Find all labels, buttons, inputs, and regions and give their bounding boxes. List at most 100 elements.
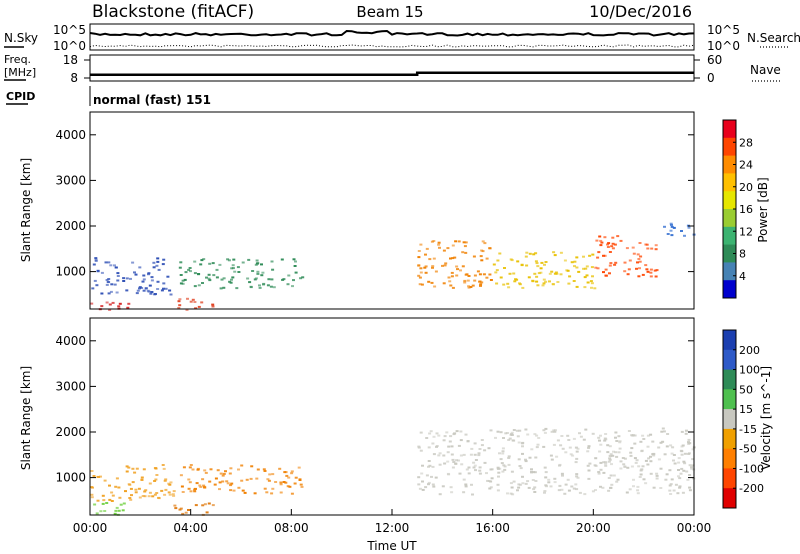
echo-cell [619,460,623,463]
echo-cell [630,434,634,437]
echo-cell [96,499,100,502]
echo-cell [204,471,208,474]
echo-cell [649,275,653,278]
echo-cell [441,264,444,267]
echo-cell [214,477,218,480]
echo-cell [636,489,640,492]
echo-cell [425,437,429,439]
colorbar-swatch [723,369,736,390]
echo-cell [515,278,519,281]
echo-cell [301,276,305,279]
echo-cell [138,496,142,499]
echo-cell [226,258,230,261]
echo-cell [104,261,108,264]
echo-cell [615,480,619,483]
echo-cell [559,444,563,447]
echo-cell [291,285,294,288]
echo-cell [480,259,484,262]
echo-cell [111,301,115,304]
echo-cell [531,479,535,481]
echo-cell [638,476,642,478]
xtick-label: 00:00 [73,521,108,535]
frequency-panel: 18 8 60 0 Freq. [MHz] Nave [4,53,781,85]
echo-cell [614,261,618,264]
echo-cell [677,457,681,460]
echo-cell [446,247,450,250]
echo-cell [299,277,303,280]
echo-cell [115,477,119,480]
echo-cell [500,462,504,465]
echo-cell [637,465,641,468]
echo-cell [431,265,435,268]
echo-cell [485,472,488,475]
colorbar-tick-label: 4 [739,270,746,283]
noise-sky-label: N.Sky [4,31,38,45]
echo-cell [110,500,114,502]
echo-cell [575,473,579,476]
echo-cell [181,491,185,493]
echo-cell [518,465,522,467]
echo-cell [90,493,94,496]
echo-cell [509,482,513,485]
echo-cell [524,428,528,431]
echo-cell [638,242,642,244]
echo-cell [560,435,564,437]
echo-cell [141,495,145,497]
echo-cell [459,430,463,433]
colorbar-tick-label: 20 [739,181,753,194]
echo-cell [502,464,506,467]
echo-cell [559,251,563,254]
echo-cell [517,486,521,489]
echo-cell [463,281,467,284]
echo-cell [536,265,540,268]
echo-cell [124,490,127,493]
echo-cell [235,287,239,290]
echo-cell [161,263,165,266]
echo-cell [156,280,160,283]
colorbar-swatch [723,137,736,157]
echo-cell [442,282,446,285]
echo-cell [595,239,599,242]
echo-cell [668,489,672,492]
echo-cell [232,258,236,261]
echo-cell [260,263,263,266]
echo-cell [215,276,219,279]
ytick-label: 2000 [55,425,86,439]
echo-cell [290,472,294,475]
echo-cell [450,271,454,274]
echo-cell [688,489,692,492]
echo-cell [618,440,622,443]
echo-cell [638,267,641,270]
echo-cell [512,272,516,275]
echo-cell [659,467,663,470]
echo-cell [281,278,285,281]
echo-cell [290,470,294,473]
echo-cell [652,452,656,455]
echo-cell [594,266,598,269]
echo-cell [248,281,252,284]
echo-cell [680,230,683,232]
echo-cell [447,473,451,476]
echo-cell [550,430,554,433]
echo-cell [224,470,227,473]
echo-cell [461,265,465,268]
echo-cell [543,466,547,469]
echo-cell [630,465,634,468]
echo-cell [219,472,223,475]
echo-cell [450,275,454,278]
echo-cell [526,433,530,436]
echo-cell [687,226,691,229]
echo-cell [173,504,177,507]
echo-cell [530,448,534,451]
echo-cell [201,282,204,284]
echo-cell [240,464,244,467]
echo-cell [164,287,168,290]
echo-cell [635,459,639,462]
echo-cell [430,281,434,284]
echo-cell [670,478,674,481]
echo-cell [270,278,274,281]
echo-cell [544,471,548,474]
freq-label-line2: [MHz] [4,66,36,79]
colorbar-swatch [723,262,736,281]
echo-cell [245,478,249,481]
